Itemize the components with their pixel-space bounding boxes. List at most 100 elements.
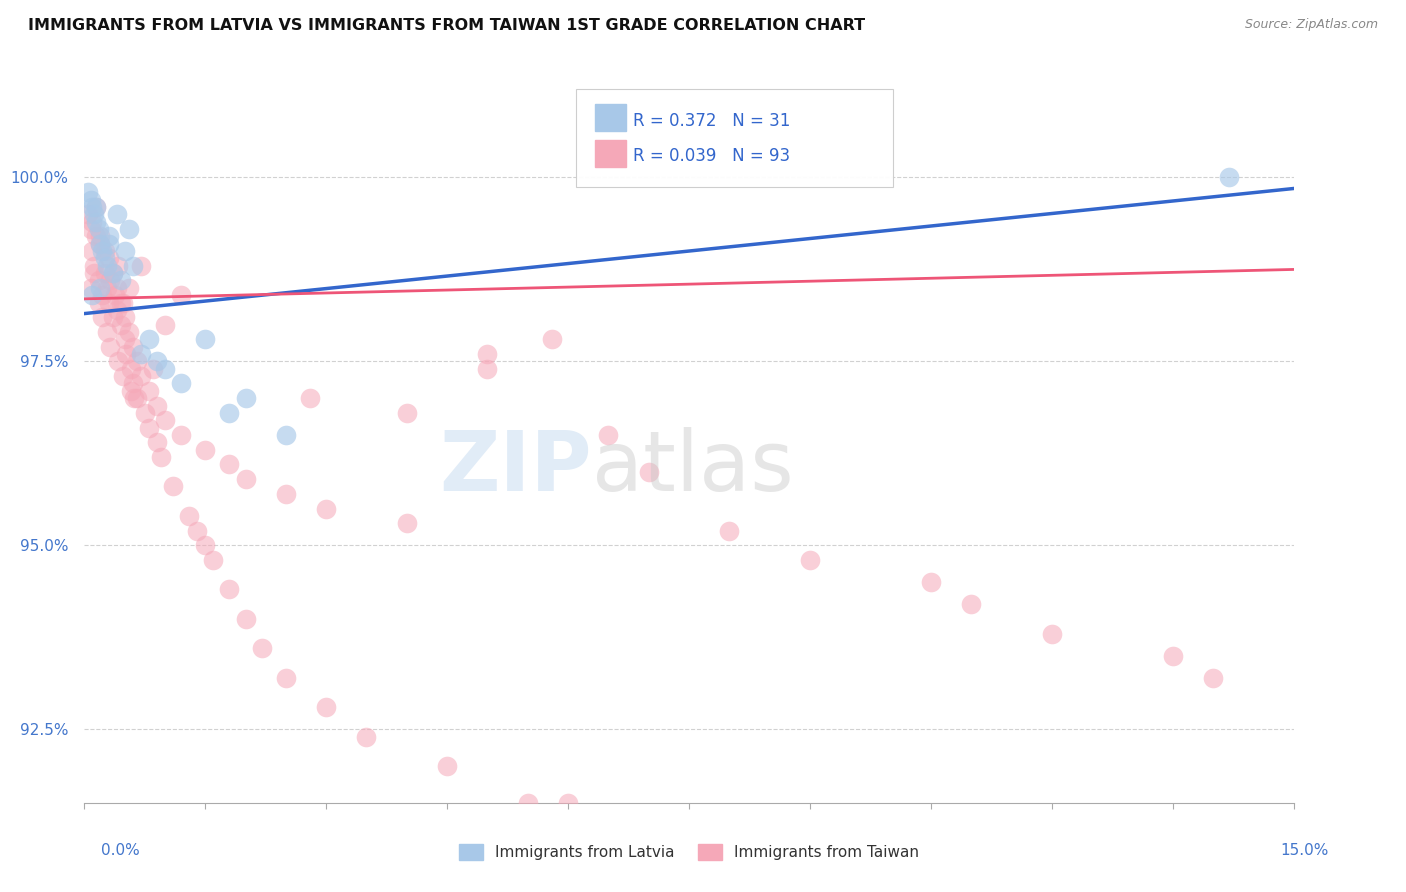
- Point: [920, 575, 942, 590]
- Point: [960, 597, 983, 611]
- Point: [598, 428, 620, 442]
- Point: [96, 325, 118, 339]
- Point: [146, 435, 169, 450]
- Point: [274, 671, 297, 685]
- Text: R = 0.372   N = 31: R = 0.372 N = 31: [633, 112, 790, 129]
- Point: [89, 236, 111, 251]
- Point: [1202, 671, 1225, 685]
- Point: [153, 413, 176, 427]
- Point: [149, 450, 172, 464]
- Point: [718, 524, 741, 538]
- Point: [93, 266, 115, 280]
- Point: [799, 553, 821, 567]
- Point: [82, 244, 104, 258]
- Point: [77, 185, 100, 199]
- Point: [218, 458, 240, 472]
- Point: [87, 222, 110, 236]
- Point: [436, 759, 458, 773]
- Point: [91, 244, 114, 258]
- Point: [89, 229, 111, 244]
- Point: [637, 465, 659, 479]
- Point: [129, 369, 152, 384]
- Point: [80, 281, 103, 295]
- Point: [105, 207, 128, 221]
- Point: [114, 332, 136, 346]
- Point: [101, 266, 124, 280]
- Point: [97, 252, 120, 266]
- Point: [77, 207, 100, 221]
- Point: [1161, 648, 1184, 663]
- Point: [395, 406, 418, 420]
- Point: [194, 442, 217, 457]
- Point: [142, 361, 165, 376]
- Point: [218, 582, 240, 597]
- Point: [89, 236, 111, 251]
- Text: IMMIGRANTS FROM LATVIA VS IMMIGRANTS FROM TAIWAN 1ST GRADE CORRELATION CHART: IMMIGRANTS FROM LATVIA VS IMMIGRANTS FRO…: [28, 18, 865, 33]
- Point: [274, 428, 297, 442]
- Point: [86, 200, 108, 214]
- Point: [110, 318, 132, 332]
- Point: [235, 391, 257, 405]
- Point: [101, 310, 124, 325]
- Point: [105, 281, 128, 295]
- Point: [80, 193, 103, 207]
- Point: [86, 200, 108, 214]
- Point: [82, 288, 104, 302]
- Point: [153, 318, 176, 332]
- Point: [179, 508, 201, 523]
- Point: [118, 222, 141, 236]
- Point: [118, 325, 141, 339]
- Point: [170, 376, 193, 391]
- Point: [153, 361, 176, 376]
- Point: [194, 538, 217, 552]
- Point: [112, 369, 135, 384]
- Point: [89, 281, 111, 295]
- Point: [83, 207, 105, 221]
- Y-axis label: 1st Grade: 1st Grade: [0, 412, 1, 480]
- Point: [129, 259, 152, 273]
- Point: [118, 281, 141, 295]
- Point: [315, 501, 337, 516]
- Point: [557, 796, 579, 810]
- Text: Source: ZipAtlas.com: Source: ZipAtlas.com: [1244, 18, 1378, 31]
- Point: [170, 288, 193, 302]
- Point: [114, 244, 136, 258]
- Text: 15.0%: 15.0%: [1281, 843, 1329, 858]
- Point: [138, 384, 160, 398]
- Point: [395, 516, 418, 531]
- Point: [121, 259, 143, 273]
- Point: [97, 236, 120, 251]
- Point: [97, 229, 120, 244]
- Point: [121, 376, 143, 391]
- Point: [477, 347, 499, 361]
- Point: [516, 796, 538, 810]
- Point: [82, 200, 104, 214]
- Point: [235, 472, 257, 486]
- Point: [104, 288, 127, 302]
- Point: [101, 266, 124, 280]
- Point: [541, 332, 564, 346]
- Point: [93, 252, 115, 266]
- Point: [125, 391, 148, 405]
- Point: [250, 641, 273, 656]
- Point: [96, 259, 118, 273]
- Point: [299, 391, 322, 405]
- Point: [87, 295, 110, 310]
- Point: [1040, 626, 1063, 640]
- Point: [91, 310, 114, 325]
- Point: [134, 406, 156, 420]
- Point: [356, 730, 378, 744]
- Point: [83, 266, 105, 280]
- Point: [91, 288, 114, 302]
- Point: [112, 295, 135, 310]
- Point: [96, 281, 118, 295]
- Point: [105, 302, 128, 317]
- Point: [93, 244, 115, 258]
- Point: [120, 384, 142, 398]
- Point: [110, 273, 132, 287]
- Text: 0.0%: 0.0%: [101, 843, 141, 858]
- Point: [107, 259, 129, 273]
- Point: [87, 273, 110, 287]
- Text: atlas: atlas: [592, 427, 794, 508]
- Point: [86, 214, 108, 228]
